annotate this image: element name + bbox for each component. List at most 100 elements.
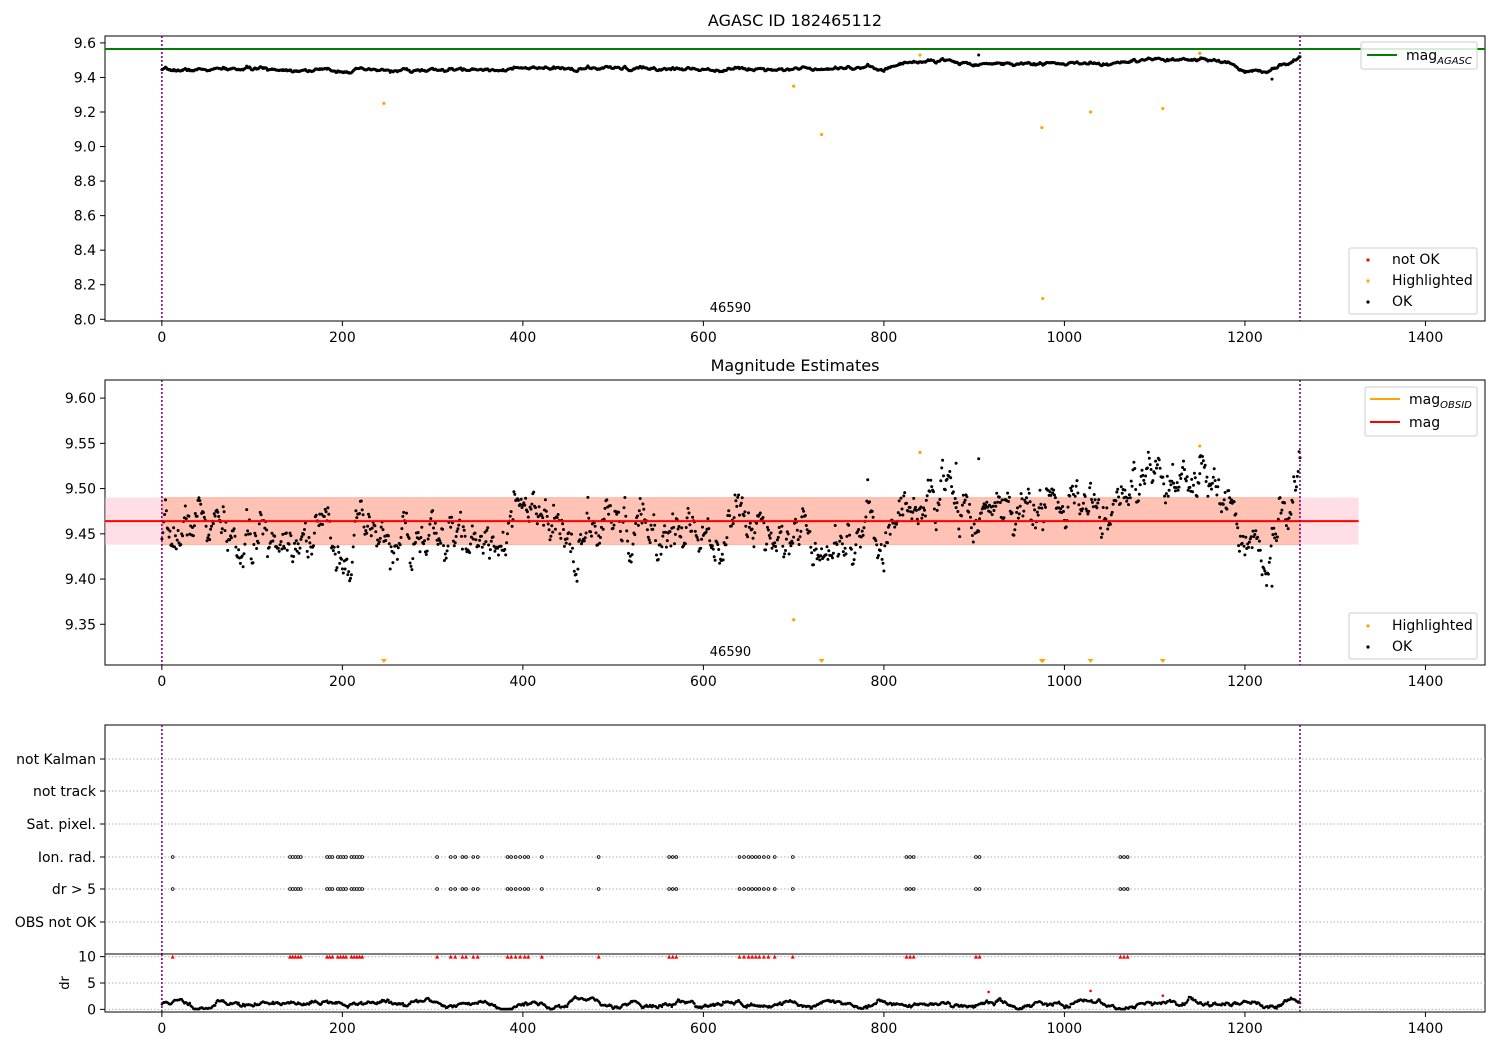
ok-point (996, 500, 1000, 504)
ok-point (172, 526, 176, 530)
ok-point (1296, 470, 1300, 473)
highlighted-offscale-marker (818, 659, 825, 663)
x-tick-label: 0 (157, 1021, 166, 1037)
ok-point (1142, 478, 1146, 482)
ok-point (1198, 455, 1202, 459)
ok-point (942, 474, 945, 478)
ok-point (470, 524, 474, 528)
ok-point (895, 522, 898, 526)
ok-point (750, 527, 754, 531)
flag-point (737, 855, 742, 859)
ok-point (845, 534, 849, 538)
ok-point (361, 513, 365, 517)
ok-point (740, 496, 744, 500)
ok-point (367, 515, 371, 519)
ok-point (411, 557, 415, 561)
dr-point (237, 1001, 240, 1005)
flag-point (505, 887, 510, 891)
ok-point (897, 499, 901, 503)
ok-point (267, 545, 271, 549)
ok-point (716, 543, 720, 546)
ok-point (210, 524, 213, 528)
ok-point (509, 510, 513, 514)
ok-point (184, 517, 188, 521)
ok-point (541, 516, 545, 520)
ok-point (914, 508, 918, 512)
ok-point (1144, 474, 1148, 478)
ok-point (1114, 499, 1118, 503)
ok-point (529, 507, 533, 511)
ok-point (858, 545, 862, 549)
legend-lines: magOBSID mag (1364, 386, 1478, 437)
ok-point (1164, 492, 1168, 496)
flag-point (513, 855, 518, 859)
legend-marker-ok (1366, 645, 1370, 649)
ok-point (852, 558, 856, 562)
ok-point (1147, 456, 1151, 460)
ok-point (228, 538, 232, 542)
ok-point (244, 533, 248, 537)
legend-marker-not-ok (1366, 258, 1370, 262)
ok-point (402, 510, 406, 514)
ok-point (768, 536, 772, 540)
ok-point (312, 531, 316, 535)
ok-point (658, 543, 662, 547)
ok-point (831, 551, 835, 555)
obsid-boundaries (161, 954, 1301, 1012)
flag-point (1122, 887, 1126, 891)
ok-point (1115, 490, 1119, 494)
ok-point (578, 538, 582, 542)
ok-point (1232, 500, 1236, 504)
dr-capped-marker (522, 954, 527, 959)
ok-point (599, 536, 602, 539)
dr-capped-marker (448, 954, 453, 959)
ok-point (1157, 458, 1161, 462)
ok-point (1002, 516, 1006, 520)
ok-point (1225, 507, 1229, 511)
flag-row-label: OBS not OK (15, 915, 97, 931)
ok-point (623, 496, 627, 499)
ok-point (934, 528, 938, 532)
ok-point (879, 543, 883, 546)
ok-point (276, 546, 280, 550)
ok-point (804, 524, 808, 527)
flag-point (460, 887, 465, 891)
ok-point (187, 514, 191, 518)
ok-point (479, 534, 483, 538)
dr-capped-marker (288, 954, 293, 959)
flag-point (908, 887, 912, 891)
ok-point (640, 521, 644, 525)
flag-point (1118, 887, 1123, 891)
ok-point (661, 534, 665, 538)
ok-point (349, 576, 352, 580)
dr-point (360, 1000, 363, 1004)
dr-capped-marker (435, 954, 440, 959)
ok-point (631, 542, 635, 546)
ok-point (830, 554, 834, 558)
highlighted-point (792, 618, 796, 622)
ok-point (985, 500, 989, 504)
ok-point (1111, 502, 1115, 506)
ok-point (809, 545, 813, 549)
ok-point (1040, 506, 1044, 510)
ok-point (457, 523, 461, 527)
ok-point (1162, 482, 1166, 486)
ok-point (1052, 488, 1056, 492)
ok-point (1106, 527, 1110, 531)
ok-point (1259, 559, 1263, 563)
flag-point (757, 855, 762, 859)
ok-point (1143, 482, 1147, 486)
ok-point (1034, 526, 1037, 530)
dr-capped-marker (330, 954, 335, 959)
dr-capped-marker (753, 954, 758, 959)
dr-capped-marker (904, 954, 909, 959)
ok-point (1019, 492, 1023, 496)
ok-point (1216, 485, 1220, 489)
ok-point (585, 511, 589, 515)
ok-point (1193, 476, 1197, 480)
ok-point (882, 569, 886, 573)
flag-point (670, 887, 675, 891)
panel-agasc: AGASC ID 182465112 0 200 400 600 800 1000 1200… (74, 11, 1486, 346)
ok-point (915, 517, 919, 521)
ok-point (838, 539, 842, 543)
